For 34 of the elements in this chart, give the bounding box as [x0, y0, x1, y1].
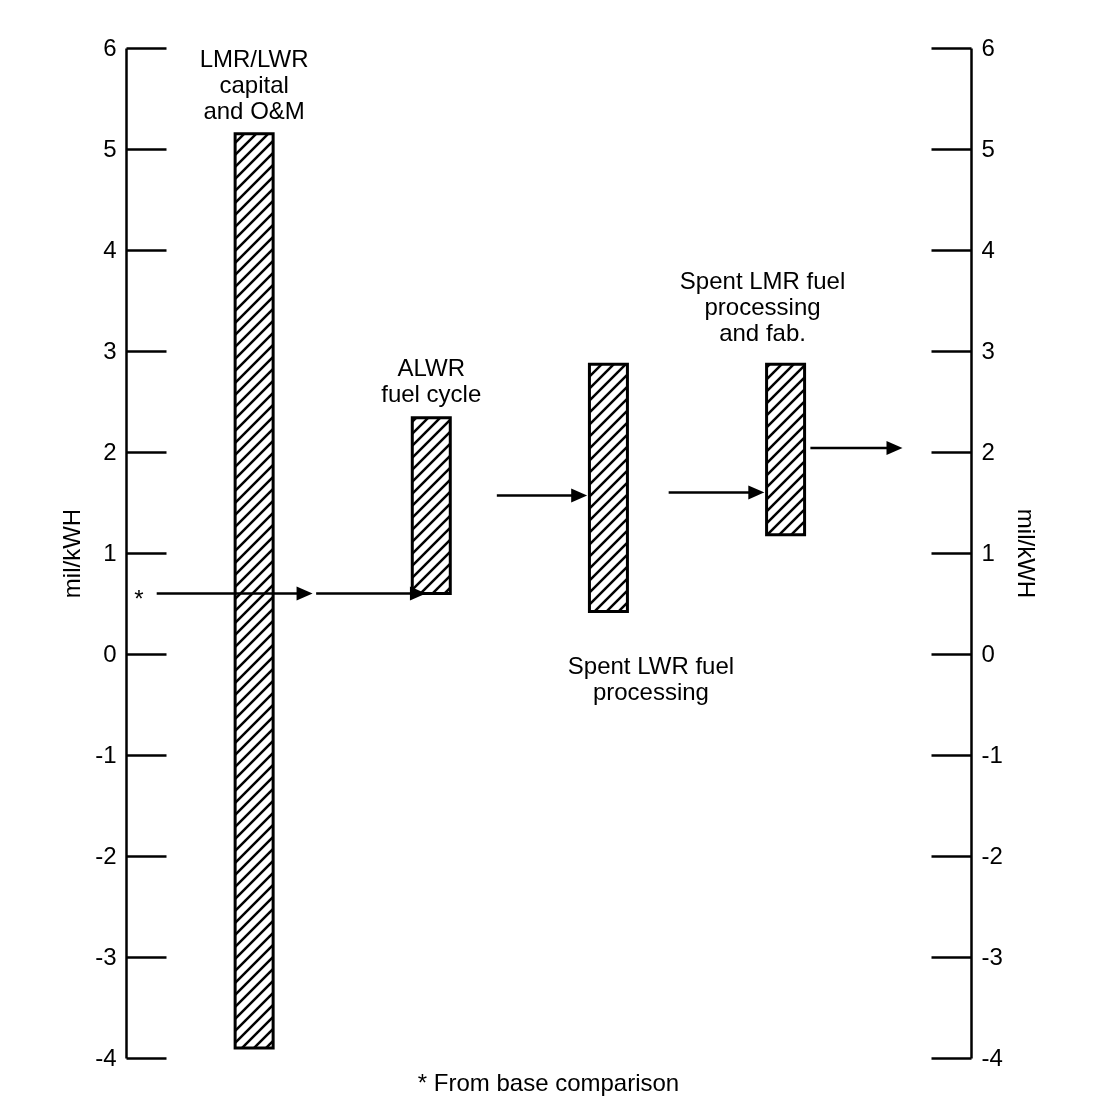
y2-tick-label: 6 [981, 33, 995, 61]
annotation: Spent LWR fuel processing [567, 652, 735, 706]
y-tick-label: 3 [103, 336, 117, 364]
bar [765, 362, 807, 537]
y-tick-label: 6 [103, 33, 117, 61]
y2-tick-label: 2 [981, 437, 995, 465]
bar [233, 132, 275, 1050]
y-tick-label: -4 [95, 1043, 117, 1071]
y2-tick-label: 1 [981, 538, 995, 566]
y-tick-label: 5 [103, 134, 117, 162]
annotation: ALWR fuel cycle [381, 353, 482, 407]
y-tick-label: 2 [103, 437, 117, 465]
y-tick-label: 4 [103, 235, 117, 263]
annotation: LMR/LWR capital and O&M [199, 44, 309, 124]
y-tick-label: 0 [103, 639, 117, 667]
y-tick-label: 1 [103, 538, 117, 566]
y-tick-label: -1 [95, 740, 117, 768]
y2-tick-label: -1 [981, 740, 1003, 768]
text: * From base comparison [417, 1069, 680, 1096]
y2-tick-label: -4 [981, 1043, 1003, 1071]
bar [587, 362, 629, 614]
y2-tick-label: 5 [981, 134, 995, 162]
y-axis-title: mil/kWH [58, 508, 86, 599]
y-tick-label: -3 [95, 942, 117, 970]
text: * [134, 584, 144, 612]
annotation: Spent LMR fuel processing and fab. [679, 266, 846, 346]
y2-tick-label: -3 [981, 942, 1003, 970]
y2-tick-label: 4 [981, 235, 995, 263]
y2-tick-label: 0 [981, 639, 995, 667]
y2-axis-title: mil/kWH [1012, 508, 1040, 599]
bar [410, 416, 452, 595]
y2-tick-label: 3 [981, 336, 995, 364]
y-tick-label: -2 [95, 841, 117, 869]
y2-tick-label: -2 [981, 841, 1003, 869]
